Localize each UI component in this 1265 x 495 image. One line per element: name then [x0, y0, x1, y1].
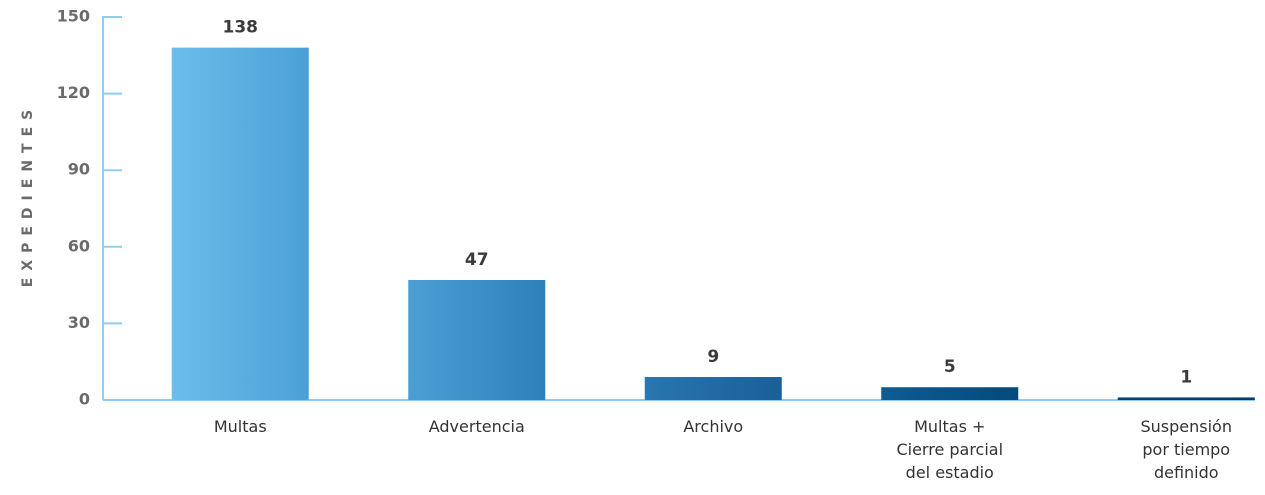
x-tick-label-line: Multas +: [914, 417, 985, 436]
x-tick-label-line: Suspensión: [1141, 417, 1232, 436]
x-tick-label: Advertencia: [429, 417, 525, 436]
x-tick-label: Archivo: [683, 417, 743, 436]
y-tick-label: 90: [68, 160, 90, 179]
bar: [881, 387, 1019, 400]
value-label: 1: [1180, 367, 1192, 387]
y-tick-label: 60: [68, 236, 90, 255]
value-label: 5: [944, 357, 956, 377]
y-tick-label: 30: [68, 313, 90, 332]
bar: [644, 377, 782, 400]
x-tick-label-line: Advertencia: [429, 417, 525, 436]
bar: [1117, 397, 1255, 400]
x-tick-label-line: definido: [1154, 463, 1219, 482]
y-tick-label: 0: [79, 390, 90, 409]
value-label: 138: [223, 18, 259, 38]
value-label: 47: [465, 250, 489, 270]
value-label: 9: [707, 347, 719, 367]
bar: [408, 279, 546, 400]
x-tick-label-line: del estadio: [906, 463, 994, 482]
x-tick-label: Multas + Cierre parcial del estadio: [896, 417, 1003, 482]
x-tick-label-line: por tiempo: [1142, 440, 1230, 459]
bar: [171, 47, 309, 400]
x-tick-label-line: Archivo: [683, 417, 743, 436]
x-tick-label: Suspensión por tiempo definido: [1141, 417, 1232, 482]
y-axis-label: EXPEDIENTES: [20, 103, 36, 288]
y-tick-label: 120: [57, 83, 90, 102]
x-tick-label-line: Multas: [214, 417, 267, 436]
x-tick-label-line: Cierre parcial: [896, 440, 1003, 459]
y-tick-label: 150: [57, 7, 90, 26]
x-tick-label: Multas: [214, 417, 267, 436]
